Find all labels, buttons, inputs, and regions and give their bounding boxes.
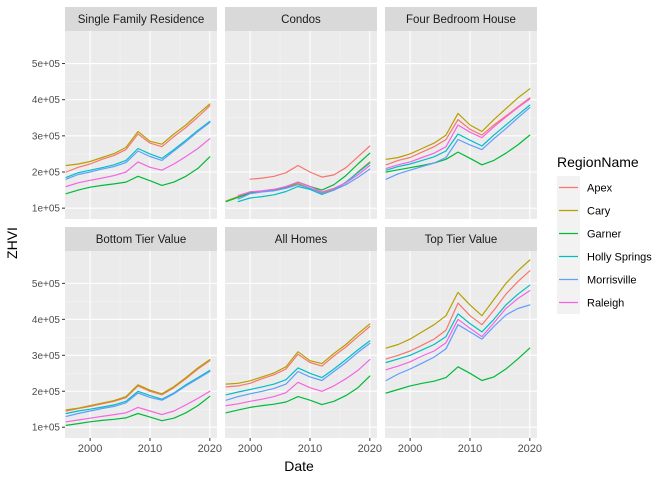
legend-label-morrisville: Morrisville [587,275,637,287]
strip-title: Condos [281,14,321,26]
series-line-garner [385,347,531,394]
strip-background [225,7,377,31]
legend-label-apex: Apex [587,183,613,195]
series-line-morrisville [385,107,531,180]
series-line-morrisville [385,304,531,382]
strip-title: All Homes [275,234,328,246]
x-tick-label: 2020 [198,443,222,455]
series-line-raleigh [385,290,531,371]
series-line-holly-springs [385,104,531,171]
series-line-raleigh [225,359,371,407]
series-line-cary [65,359,211,411]
y-tick-label: 1e+05 [32,423,61,434]
strip-title: Single Family Residence [78,14,205,26]
legend-label-garner: Garner [587,229,622,241]
strip-title: Bottom Tier Value [96,234,187,246]
strip-background [225,227,377,251]
panel-single-family-residence: Single Family Residence 1e+05 2e+05 3e+05 4e… [32,7,217,219]
series-line-holly-springs [65,369,211,415]
x-tick-label: 2010 [458,443,482,455]
series-line-raleigh [237,164,371,197]
panel-all-homes: All Homes 2000 2010 2020 [225,227,382,455]
x-tick-label: 2020 [358,443,382,455]
series-line-holly-springs [225,340,371,396]
panel-bottom-tier-value: Bottom Tier Value 1e+05 2e+05 3e+05 4e+05 5e+… [32,227,222,455]
y-tick-label: 3e+05 [32,131,61,142]
series-line-morrisville [65,121,211,180]
series-line-garner [65,395,211,426]
y-tick-label: 5e+05 [32,59,61,70]
series-line-cary [65,103,211,167]
y-tick-label: 4e+05 [32,315,61,326]
panel-background [225,31,377,219]
strip-background [385,7,537,31]
panel-top-tier-value: Top Tier Value 2000 2010 2020 [385,227,542,455]
panels-layer: Single Family Residence 1e+05 2e+05 3e+05 4e… [32,7,542,455]
panel-condos: Condos [225,7,377,219]
panel-background [225,251,377,438]
panel-four-bedroom-house: Four Bedroom House [385,7,537,219]
y-tick-label: 1e+05 [32,204,61,215]
strip-title: Top Tier Value [425,234,498,246]
series-line-raleigh [385,98,531,169]
y-tick-label: 2e+05 [32,387,61,398]
strip-title: Four Bedroom House [406,14,516,26]
panel-background [385,251,537,438]
series-line-garner [225,375,371,414]
legend-label-raleigh: Raleigh [587,298,624,310]
x-tick-label: 2000 [78,443,102,455]
series-line-raleigh [65,390,211,423]
x-tick-label: 2010 [138,443,162,455]
legend-label-cary: Cary [587,206,611,218]
panel-background [385,31,537,219]
series-line-apex [225,325,371,388]
y-tick-label: 5e+05 [32,279,61,290]
series-line-apex [249,145,371,180]
series-line-apex [385,97,531,166]
series-line-cary [385,259,531,349]
x-tick-label: 2010 [298,443,322,455]
series-line-cary [225,323,371,385]
legend-label-holly-springs: Holly Springs [587,252,652,264]
series-line-garner [65,156,211,195]
y-tick-label: 3e+05 [32,351,61,362]
series-line-raleigh [65,138,211,188]
series-line-morrisville [225,342,371,401]
strip-background [65,227,217,251]
panel-background [65,31,217,219]
series-line-apex [65,360,211,412]
series-line-morrisville [65,370,211,417]
x-tick-label: 2020 [518,443,542,455]
legend-title: RegionName [557,154,639,170]
x-axis-title: Date [284,458,314,474]
strip-background [65,7,217,31]
legend: RegionName Apex Cary Garner Holly Springs Mo… [557,154,652,314]
y-tick-label: 4e+05 [32,95,61,106]
series-line-apex [65,105,211,173]
y-tick-label: 2e+05 [32,168,61,179]
series-line-holly-springs [65,120,211,178]
series-line-cary [385,88,531,160]
series-line-holly-springs [237,162,371,203]
y-axis-title: ZHVI [4,227,20,259]
x-tick-label: 2000 [398,443,422,455]
strip-background [385,227,537,251]
series-line-holly-springs [385,284,531,364]
series-line-apex [385,270,531,360]
series-line-garner [385,134,531,173]
series-line-morrisville [237,168,371,200]
x-tick-label: 2000 [238,443,262,455]
